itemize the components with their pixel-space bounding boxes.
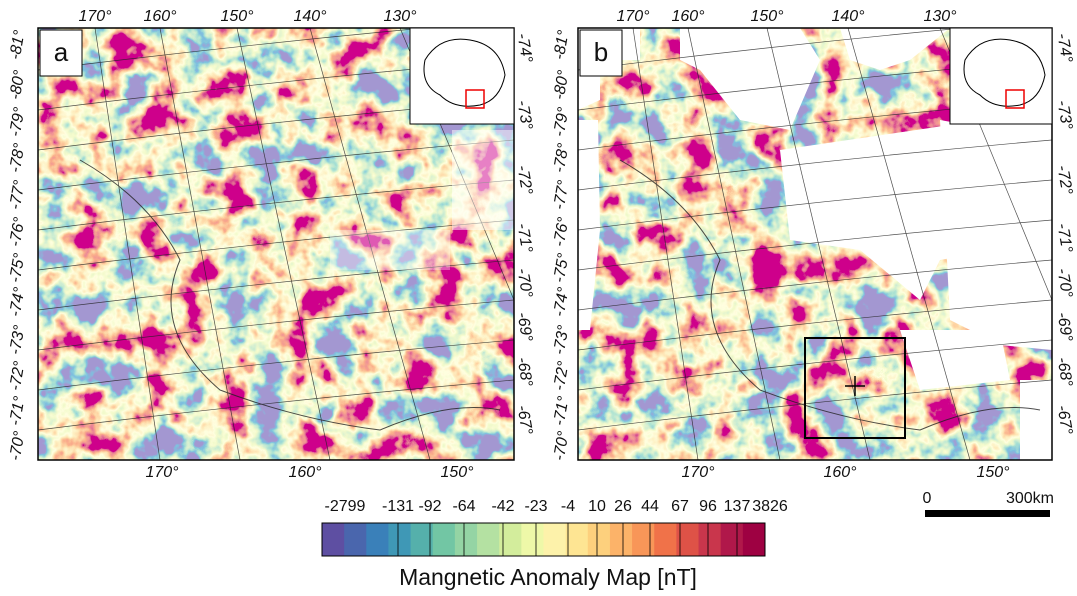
colorbar-segment <box>477 523 500 556</box>
lat-label: -75° <box>7 251 29 284</box>
lon-label: 150° <box>750 8 784 25</box>
lon-label: 170° <box>616 8 650 25</box>
lat-label: -68° <box>513 356 535 389</box>
lon-label: 170° <box>681 464 715 481</box>
lat-label: -77° <box>7 178 29 211</box>
lon-label: 150° <box>976 464 1010 481</box>
colorbar-label: 26 <box>614 498 632 515</box>
lat-label: -76° <box>551 215 573 248</box>
colorbar-title: Mangnetic Anomaly Map [nT] <box>399 564 697 590</box>
lat-label: -70° <box>551 429 573 462</box>
panel-label: b <box>594 37 608 67</box>
colorbar-segment <box>388 523 411 556</box>
lat-label: -79° <box>551 105 573 138</box>
lat-label: -81° <box>7 28 29 61</box>
lat-label: -67° <box>513 404 535 437</box>
colorbar-segment <box>344 523 367 556</box>
colorbar-segment <box>521 523 544 556</box>
colorbar-label: 10 <box>588 498 606 515</box>
panel-label: a <box>54 37 69 67</box>
colorbar-segment <box>721 523 744 556</box>
lon-label: 140° <box>831 8 865 25</box>
lon-label: 160° <box>143 8 177 25</box>
lat-label: -81° <box>551 28 573 61</box>
lat-label: -77° <box>551 178 573 211</box>
lon-label: 150° <box>220 8 254 25</box>
lat-label: -67° <box>1053 404 1075 437</box>
lat-label: -73° <box>551 323 573 356</box>
lat-label: -74° <box>7 285 29 318</box>
lon-label: 160° <box>823 464 857 481</box>
lon-label: 160° <box>288 464 322 481</box>
colorbar-segment <box>366 523 389 556</box>
lat-label: -78° <box>551 141 573 174</box>
lon-label: 130° <box>383 8 417 25</box>
lon-label: 130° <box>923 8 957 25</box>
lat-label: -70° <box>7 429 29 462</box>
lat-label: -72° <box>7 359 29 392</box>
colorbar-segment <box>544 523 567 556</box>
colorbar-segment <box>566 523 589 556</box>
lat-label: -80° <box>551 68 573 101</box>
lat-label: -71° <box>7 394 29 427</box>
colorbar-segment <box>588 523 611 556</box>
inset-b <box>950 28 1052 124</box>
colorbar-segment <box>455 523 478 556</box>
lat-label: -72° <box>513 164 535 197</box>
colorbar-segment <box>654 523 677 556</box>
lon-label: 150° <box>440 464 474 481</box>
lat-label: -73° <box>7 323 29 356</box>
colorbar-segment <box>632 523 655 556</box>
lat-label: -73° <box>513 99 535 132</box>
colorbar-label: -42 <box>491 498 514 515</box>
colorbar-label: 44 <box>641 498 659 515</box>
lat-label: -68° <box>1053 356 1075 389</box>
colorbar-segment <box>699 523 722 556</box>
colorbar-label: 96 <box>699 498 717 515</box>
lon-label: 170° <box>145 464 179 481</box>
lat-label: -74° <box>551 285 573 318</box>
lat-label: -71° <box>513 222 535 255</box>
lat-label: -74° <box>513 32 535 65</box>
lat-label: -74° <box>1053 32 1075 65</box>
lat-label: -80° <box>7 68 29 101</box>
colorbar-segment <box>610 523 633 556</box>
scale-label: 300km <box>1006 490 1054 507</box>
lat-label: -69° <box>513 311 535 344</box>
colorbar-segment <box>433 523 456 556</box>
colorbar-segment <box>322 523 345 556</box>
colorbar-label: -23 <box>524 498 547 515</box>
lat-label: -73° <box>1053 99 1075 132</box>
colorbar-label: -131 <box>382 498 414 515</box>
lat-label: -72° <box>551 359 573 392</box>
scale-label: 0 <box>923 490 932 507</box>
colorbar-label: 3826 <box>752 498 788 515</box>
colorbar-label: -2799 <box>325 498 366 515</box>
colorbar-label: 137 <box>724 498 751 515</box>
inset-a <box>410 28 514 124</box>
lat-label: -78° <box>7 141 29 174</box>
colorbar-label: 67 <box>671 498 689 515</box>
lon-label: 170° <box>78 8 112 25</box>
lat-label: -70° <box>513 267 535 300</box>
figure: a 170° 160° 150° 140° 130° 170° 160° 150° -81° -80… <box>0 0 1077 596</box>
lat-label: -71° <box>551 394 573 427</box>
colorbar-label: -64 <box>452 498 475 515</box>
colorbar-segment <box>743 523 766 556</box>
lat-label: -71° <box>1053 222 1075 255</box>
lat-label: -69° <box>1053 311 1075 344</box>
lat-label: -70° <box>1053 267 1075 300</box>
lon-label: 140° <box>293 8 327 25</box>
colorbar-label: -92 <box>418 498 441 515</box>
colorbar-label: -4 <box>561 498 575 515</box>
lat-label: -75° <box>551 251 573 284</box>
scale-bar <box>925 510 1050 517</box>
lat-label: -72° <box>1053 164 1075 197</box>
lat-label: -76° <box>7 215 29 248</box>
colorbar-segment <box>499 523 522 556</box>
lat-label: -79° <box>7 105 29 138</box>
lon-label: 160° <box>671 8 705 25</box>
